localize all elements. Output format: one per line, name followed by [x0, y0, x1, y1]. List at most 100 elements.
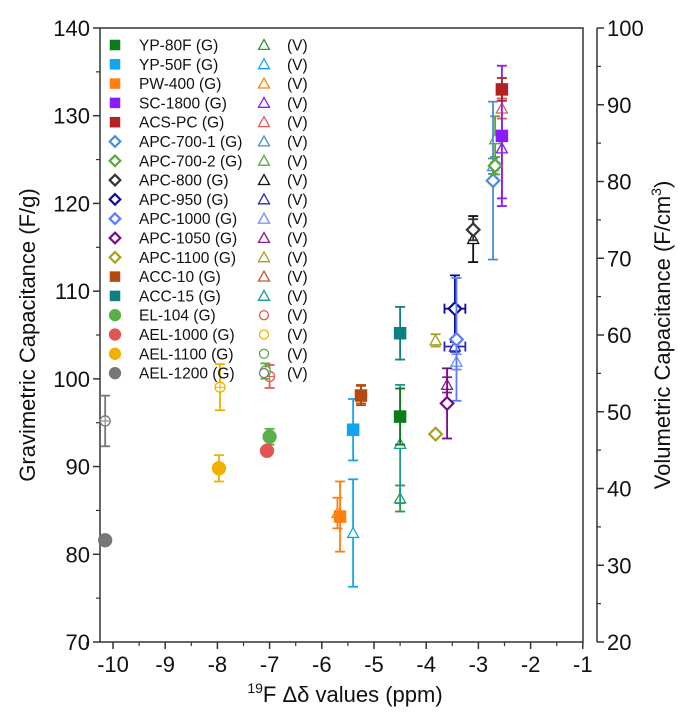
x-tick-label: -10 — [97, 652, 129, 677]
acs-pc-g-point — [495, 83, 509, 96]
legend-apc-950-g-label: APC-950 (G) — [139, 192, 229, 209]
legend-el-104-g-label: EL-104 (G) — [139, 308, 216, 325]
legend-apc-1100-v-marker — [257, 250, 271, 263]
legend-acc-10-g-marker — [109, 271, 121, 282]
acc-10-g-point — [354, 389, 368, 402]
legend-pw-400-g-label: PW-400 (G) — [139, 76, 221, 93]
x-axis-title: 19F Δδ values (ppm) — [247, 680, 442, 707]
y-tick-label: 100 — [53, 367, 90, 392]
yp-50f-g-point — [346, 423, 360, 436]
x-tick-label: -5 — [364, 652, 384, 677]
legend-acc-15-g-marker — [109, 290, 121, 302]
apc-800-g-point — [465, 221, 482, 238]
y-axis-left-title: Gravimetric Capacitance (F/g) — [15, 188, 40, 481]
legend-apc-800-g-marker — [108, 173, 122, 187]
legend-apc-1050-g-marker — [108, 231, 122, 245]
legend-apc-950-g-marker — [108, 192, 122, 207]
legend-ael-1100-v-label: (V) — [287, 346, 308, 363]
legend-acs-pc-g-label: ACS-PC (G) — [139, 115, 224, 132]
legend-ael-1100-v-marker — [258, 348, 270, 359]
legend-apc-1000-v-marker — [257, 211, 271, 224]
legend-yp-50f-g-marker — [109, 59, 121, 70]
legend-apc-1050-v-marker — [257, 231, 271, 244]
y-axis-right: 20 30 40 50 60 70 80 90 100 — [597, 16, 644, 655]
legend-ael-1000-g-marker — [108, 328, 122, 341]
legend-yp-50f-g-label: YP-50F (G) — [139, 57, 218, 74]
y-tick-label: 90 — [66, 455, 90, 480]
pw-400-g-point — [333, 510, 347, 523]
legend-apc-700-2-v-marker — [257, 153, 271, 166]
y-tick-label: 110 — [55, 279, 90, 304]
x-tick-label: -3 — [469, 652, 489, 677]
legend-apc-700-1-g-marker — [108, 134, 122, 149]
legend-apc-950-v-marker — [257, 192, 271, 205]
ael-1000-g-point — [259, 443, 275, 458]
legend-acc-15-v-marker — [257, 289, 271, 301]
y-axis-left: 70 80 90 100 110 120 130 140 — [53, 16, 100, 655]
legend-yp-80f-v-label: (V) — [287, 38, 308, 55]
y2-tick-label: 60 — [607, 323, 631, 348]
apc-1100-v-point — [428, 333, 443, 346]
y2-tick-label: 20 — [607, 630, 631, 655]
legend-apc-1100-g-marker — [108, 250, 122, 265]
legend-acs-pc-v-marker — [257, 115, 271, 128]
legend-ael-1000-g-label: AEL-1000 (G) — [139, 327, 235, 344]
y2-tick-label: 80 — [607, 170, 631, 195]
ael-1100-g-point — [211, 461, 227, 476]
x-tick-label: -4 — [416, 652, 436, 677]
legend: YP-80F (G) (V) YP-50F (G) (V) PW-400 (G) (V) S… — [108, 38, 308, 383]
legend-ael-1000-v-label: (V) — [287, 327, 308, 344]
legend-apc-1050-v-label: (V) — [287, 231, 308, 248]
legend-yp-50f-v-label: (V) — [287, 57, 308, 74]
acc-15-g-point — [393, 326, 407, 340]
legend-yp-80f-v-marker — [257, 38, 271, 51]
legend-apc-800-v-marker — [257, 173, 271, 186]
legend-apc-700-2-v-label: (V) — [287, 153, 308, 170]
legend-apc-1000-g-label: APC-1000 (G) — [139, 211, 237, 228]
legend-apc-1000-g-marker — [108, 211, 122, 226]
sc-1800-g-point — [495, 129, 509, 143]
ael-1200-g-point — [98, 533, 113, 548]
legend-apc-700-1-g-label: APC-700-1 (G) — [139, 134, 242, 151]
y-axis-right-title: Volumetric Capacitance (F/cm3) — [648, 181, 675, 490]
legend-acc-10-v-marker — [257, 269, 271, 282]
legend-sc-1800-v-marker — [257, 96, 271, 108]
legend-ael-1100-g-label: AEL-1100 (G) — [139, 346, 233, 363]
apc-1050-g-point — [439, 395, 455, 412]
legend-apc-700-2-g-label: APC-700-2 (G) — [139, 153, 242, 170]
apc-1100-g-point — [427, 426, 444, 442]
legend-yp-80f-g-label: YP-80F (G) — [139, 38, 218, 55]
y-tick-label: 140 — [53, 16, 90, 41]
legend-pw-400-v-label: (V) — [287, 76, 308, 93]
y2-tick-label: 50 — [607, 400, 631, 425]
y2-tick-label: 40 — [607, 477, 631, 502]
data-marks — [98, 64, 509, 588]
legend-ael-1200-v-label: (V) — [287, 366, 308, 383]
apc-950-g-point — [447, 300, 463, 317]
legend-ael-1200-g-label: AEL-1200 (G) — [139, 366, 235, 383]
x-tick-label: -1 — [573, 652, 593, 677]
legend-apc-700-1-v-label: (V) — [287, 134, 308, 151]
legend-acs-pc-g-marker — [109, 116, 121, 128]
y-tick-label: 120 — [53, 191, 90, 216]
legend-el-104-v-label: (V) — [287, 308, 308, 325]
legend-ael-1200-g-marker — [108, 366, 122, 380]
legend-acc-10-g-label: ACC-10 (G) — [139, 269, 221, 286]
legend-apc-1000-v-label: (V) — [287, 211, 308, 228]
y2-tick-label: 30 — [607, 553, 631, 578]
x-tick-label: -7 — [260, 652, 280, 677]
y2-tick-label: 70 — [607, 246, 631, 271]
legend-el-104-g-marker — [108, 309, 122, 322]
legend-acc-10-v-label: (V) — [287, 269, 308, 286]
yp-80f-g-point — [393, 410, 407, 423]
apc-1000-g-point — [448, 331, 465, 348]
legend-acc-15-g-label: ACC-15 (G) — [139, 288, 221, 305]
legend-sc-1800-g-label: SC-1800 (G) — [139, 95, 227, 112]
y-tick-label: 80 — [66, 542, 90, 567]
legend-apc-1100-v-label: (V) — [287, 250, 308, 267]
legend-yp-50f-v-marker — [257, 57, 271, 70]
legend-apc-950-v-label: (V) — [287, 192, 308, 209]
legend-apc-800-g-label: APC-800 (G) — [139, 173, 229, 190]
y2-tick-label: 90 — [607, 93, 631, 118]
